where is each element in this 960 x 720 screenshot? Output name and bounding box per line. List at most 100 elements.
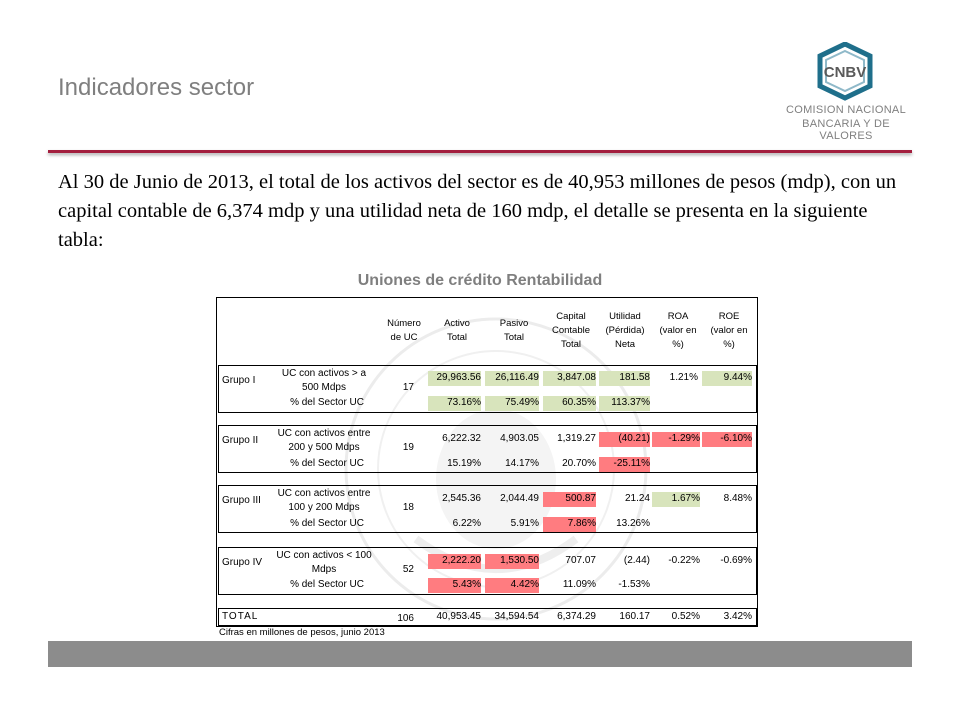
pct-activo-cell: 6.22%	[452, 518, 481, 529]
capital-cell: 3,847.08	[543, 371, 596, 386]
total-num-uc: 106	[397, 613, 414, 624]
header-utilidad-line3: Neta	[614, 339, 636, 350]
pct-label: % del Sector UC	[290, 397, 364, 408]
total-roe: 3.42%	[723, 611, 752, 622]
pasivo-cell: 26,116.49	[485, 371, 539, 386]
logo-line-1: COMISION NACIONAL	[785, 104, 906, 116]
header-pasivo: Pasivo Total	[488, 317, 540, 345]
pct-activo-cell: 15.19%	[447, 458, 481, 469]
group-name: Grupo III	[222, 495, 261, 506]
pct-capital-cell: 20.70%	[562, 458, 596, 469]
pct-pasivo-cell: 5.91%	[510, 518, 539, 529]
pct-capital-cell: 7.86%	[543, 517, 596, 532]
pct-capital-cell: 60.35%	[543, 396, 596, 411]
header-num-uc-line1: Número	[387, 318, 421, 329]
group-desc-line2: 100 y 200 Mdps	[288, 502, 360, 513]
table-frame	[216, 297, 758, 627]
cnbv-hexagon-icon: CNBV	[817, 42, 873, 101]
activo-cell: 2,545.36	[442, 493, 481, 504]
pct-utilidad-cell: 113.37%	[599, 396, 650, 411]
header-roa: ROA (valor en %)	[652, 310, 704, 352]
pct-utilidad-cell: -1.53%	[618, 579, 650, 590]
header-roe-line2: (valor en	[710, 325, 748, 336]
utilidad-cell: 21.24	[624, 493, 650, 504]
num-uc-cell: 18	[402, 502, 414, 513]
logo-line-2: BANCARIA Y DE VALORES	[802, 118, 890, 142]
header-activo-line2: Total	[446, 332, 468, 343]
capital-cell: 500.87	[543, 492, 596, 507]
header-roe-line1: ROE	[718, 311, 740, 322]
header-num-uc-line2: de UC	[390, 332, 418, 343]
footer-bar	[48, 641, 912, 667]
roa-cell: 1.21%	[669, 372, 698, 383]
roa-cell: 1.67%	[652, 492, 700, 507]
header-capital: Capital Contable Total	[544, 310, 598, 352]
header-roa-line2: (valor en	[659, 325, 697, 336]
capital-cell: 707.07	[565, 555, 596, 566]
pasivo-cell: 1,530.50	[485, 554, 539, 569]
roa-cell: -0.22%	[668, 555, 700, 566]
group-box-3	[218, 485, 757, 533]
capital-cell: 1,319.27	[557, 433, 596, 444]
group-name: Grupo I	[222, 375, 256, 386]
header-activo-line1: Activo	[444, 318, 470, 329]
total-roa: 0.52%	[671, 611, 700, 622]
group-desc-line1: UC con activos < 100	[276, 550, 372, 561]
rentabilidad-table: Número de UC Activo Total Pasivo Total C…	[216, 297, 758, 627]
header-roa-line1: ROA	[667, 311, 689, 322]
pct-activo-cell: 73.16%	[428, 396, 481, 411]
group-desc-line1: UC con activos > a	[281, 368, 367, 379]
roe-cell: 8.48%	[723, 493, 752, 504]
roe-cell: -6.10%	[702, 432, 752, 447]
header-pasivo-line1: Pasivo	[499, 318, 529, 329]
pasivo-cell: 2,044.49	[500, 493, 539, 504]
group-desc-line2: Mdps	[311, 564, 337, 575]
total-capital: 6,374.29	[557, 611, 596, 622]
header-roe-line3: %)	[723, 339, 735, 350]
num-uc-cell: 17	[402, 382, 414, 393]
title-divider	[48, 150, 912, 153]
total-box	[218, 608, 757, 626]
roa-cell: -1.29%	[652, 432, 700, 447]
pct-pasivo-cell: 4.42%	[485, 578, 539, 593]
group-box-2	[218, 425, 757, 473]
header-capital-line1: Capital	[556, 311, 586, 322]
roe-cell: -0.69%	[720, 555, 752, 566]
pct-pasivo-cell: 14.17%	[505, 458, 539, 469]
total-pasivo: 34,594.54	[494, 611, 540, 622]
header-capital-line2: Contable	[551, 325, 591, 336]
group-name: Grupo II	[222, 435, 259, 446]
pct-activo-cell: 5.43%	[428, 578, 481, 593]
header-roa-line3: %)	[672, 339, 684, 350]
slide-title: Indicadores sector	[58, 74, 255, 101]
group-box-1	[218, 365, 757, 413]
utilidad-cell: 181.58	[599, 371, 650, 386]
num-uc-cell: 52	[402, 564, 414, 575]
header-roe: ROE (valor en %)	[704, 310, 754, 352]
group-desc-line1: UC con activos entre	[277, 428, 371, 439]
header-capital-line3: Total	[560, 339, 582, 350]
table-footnote: Cifras en millones de pesos, junio 2013	[219, 627, 385, 638]
activo-cell: 29,963.56	[428, 371, 481, 386]
group-desc-line2: 200 y 500 Mdps	[288, 442, 360, 453]
logo-abbr: CNBV	[824, 64, 867, 81]
group-box-4	[218, 547, 757, 595]
pct-label: % del Sector UC	[290, 518, 364, 529]
header-num-uc: Número de UC	[382, 317, 426, 345]
table-title: Uniones de crédito Rentabilidad	[357, 272, 603, 289]
header-utilidad: Utilidad (Pérdida) Neta	[598, 310, 652, 352]
pct-capital-cell: 11.09%	[562, 579, 596, 590]
total-label: TOTAL	[222, 611, 259, 622]
activo-cell: 2,222.20	[428, 554, 481, 569]
header-activo: Activo Total	[432, 317, 482, 345]
total-utilidad: 160.17	[619, 611, 650, 622]
header-utilidad-line1: Utilidad	[609, 311, 641, 322]
header-pasivo-line2: Total	[503, 332, 525, 343]
roe-cell: 9.44%	[702, 371, 752, 386]
activo-cell: 6,222.32	[442, 433, 481, 444]
body-paragraph: Al 30 de Junio de 2013, el total de los …	[58, 171, 897, 251]
group-name: Grupo IV	[222, 557, 263, 568]
pct-utilidad-cell: -25.11%	[599, 457, 650, 472]
pct-pasivo-cell: 75.49%	[485, 396, 539, 411]
total-activo: 40,953.45	[436, 611, 482, 622]
